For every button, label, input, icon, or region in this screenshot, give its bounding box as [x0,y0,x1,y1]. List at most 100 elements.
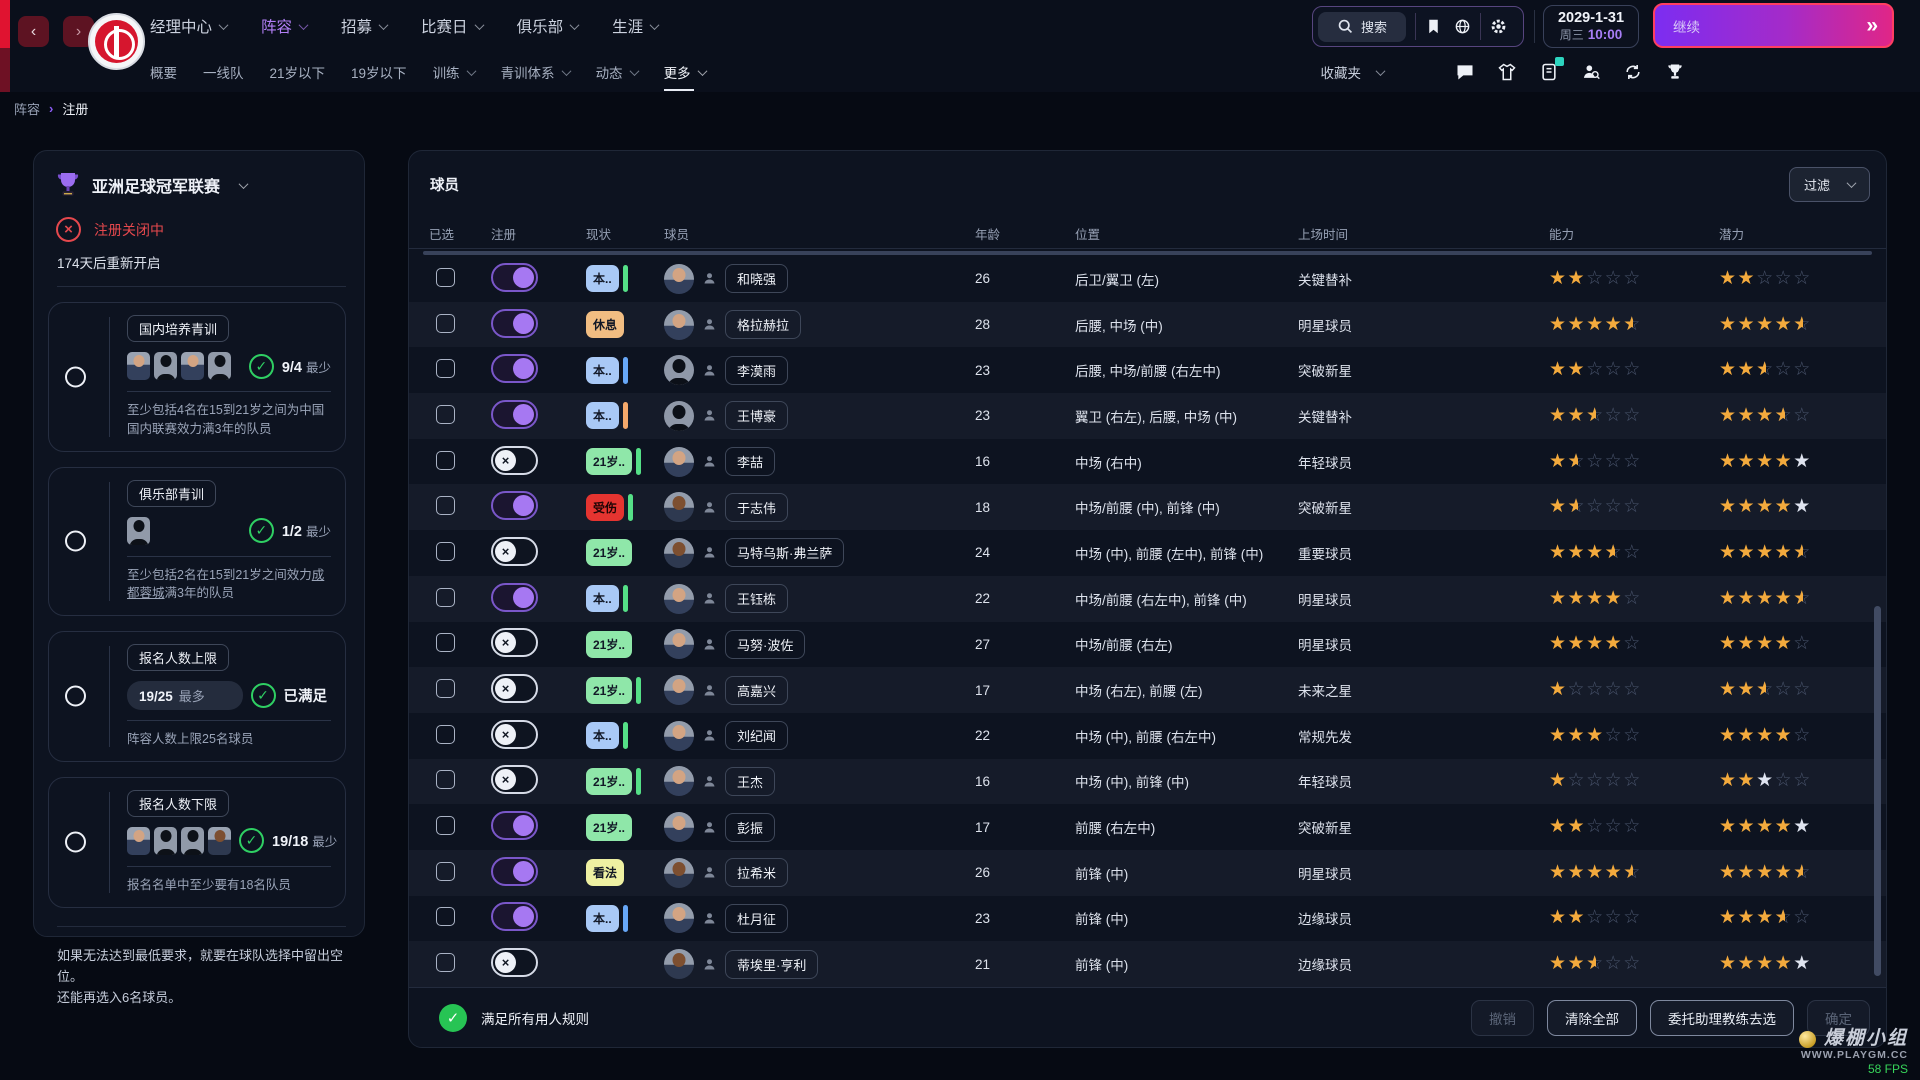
col-age[interactable]: 年龄 [975,227,1001,242]
game-date[interactable]: 2029-1-31 周三 10:00 [1543,5,1639,48]
row-checkbox[interactable] [436,541,455,561]
registration-toggle[interactable]: × [491,719,538,749]
confirm-button[interactable]: 确定 [1807,999,1870,1036]
col-registered[interactable]: 注册 [491,227,517,242]
registration-toggle[interactable] [491,582,538,612]
registration-toggle[interactable] [491,902,538,932]
table-row[interactable]: × 本.. 刘纪闻 22 中场 (中), 前腰 (右左中) 常规先发 ★★★☆☆… [409,713,1886,759]
row-checkbox[interactable] [436,313,455,333]
rule-card[interactable]: 国内培养青训 ✓ 9/4 最少 至少包括4名在15到21岁之间为中国国内联赛效力满… [48,302,346,452]
table-row[interactable]: × 21岁.. 马努·波佐 27 中场/前腰 (右左) 明星球员 ★★★★☆ ★… [409,622,1886,668]
row-checkbox[interactable] [436,496,455,516]
delegate-assistant-button[interactable]: 委托助理教练去选 [1650,999,1794,1036]
subnav-training[interactable]: 训练 [433,62,477,82]
row-checkbox[interactable] [436,267,455,287]
rule-radio[interactable] [65,685,86,707]
gear-icon[interactable] [1490,18,1507,35]
rule-radio[interactable] [65,530,86,552]
row-checkbox[interactable] [436,953,455,973]
registration-toggle[interactable]: × [491,948,538,978]
table-row[interactable]: × 21岁.. 李喆 16 中场 (右中) 年轻球员 ★ ★ ☆☆☆☆ ★★★★★ [409,439,1886,485]
scout-search-icon[interactable] [1578,59,1604,85]
jersey-icon[interactable] [1494,59,1520,85]
col-ability[interactable]: 能力 [1549,227,1575,242]
table-row[interactable]: 本.. 王博豪 23 翼卫 (右左), 后腰, 中场 (中) 关键替补 ★★ ★ ☆… [409,393,1886,439]
player-name[interactable]: 马努·波佐 [725,629,806,659]
registration-toggle[interactable]: × [491,628,538,658]
table-row[interactable]: × 21岁.. 马特乌斯·弗兰萨 24 中场 (中), 前腰 (左中), 前锋 … [409,530,1886,576]
search-input[interactable]: 搜索 [1318,11,1406,42]
rule-radio[interactable] [65,831,86,853]
player-name[interactable]: 王杰 [725,766,776,796]
nav-matchday[interactable]: 比赛日 [421,15,485,37]
col-selected[interactable]: 已选 [429,227,455,242]
registration-toggle[interactable]: × [491,674,538,704]
table-row[interactable]: 本.. 李漠雨 23 后腰, 中场/前腰 (右左中) 突破新星 ★★☆☆☆ ★★… [409,347,1886,393]
player-name[interactable]: 彭振 [725,812,776,842]
registration-toggle[interactable] [491,262,538,292]
row-checkbox[interactable] [436,679,455,699]
player-name[interactable]: 李漠雨 [725,355,789,385]
player-name[interactable]: 王博豪 [725,401,789,431]
col-position[interactable]: 位置 [1075,227,1101,242]
player-name[interactable]: 蒂埃里·亨利 [725,949,819,979]
row-checkbox[interactable] [436,587,455,607]
row-checkbox[interactable] [436,404,455,424]
registration-toggle[interactable] [491,491,538,521]
news-icon[interactable] [1536,57,1564,85]
row-checkbox[interactable] [436,816,455,836]
table-row[interactable]: 休息 格拉赫拉 28 后腰, 中场 (中) 明星球员 ★★★★ ★ ☆ ★★★★ ★ ☆ [409,301,1886,348]
vertical-scrollbar[interactable] [1874,606,1881,976]
player-name[interactable]: 马特乌斯·弗兰萨 [725,538,845,568]
bookmark-icon[interactable] [1425,18,1442,35]
nav-recruitment[interactable]: 招募 [341,15,389,37]
subnav-u19[interactable]: 19岁以下 [351,66,407,81]
row-checkbox[interactable] [436,359,455,379]
competition-selector[interactable]: 亚洲足球冠军联赛 [48,171,346,199]
col-status[interactable]: 现状 [586,227,612,242]
table-row[interactable]: 看法 拉希米 26 前锋 (中) 明星球员 ★★★★ ★ ☆ ★★★★ ★ ☆ [409,849,1886,896]
breadcrumb-squad[interactable]: 阵容 [14,102,41,117]
subnav-dynamics[interactable]: 动态 [596,62,640,82]
row-checkbox[interactable] [436,770,455,790]
club-crest[interactable] [88,13,145,70]
registration-toggle[interactable] [491,811,538,841]
player-name[interactable]: 杜月征 [725,903,789,933]
table-row[interactable]: × 21岁.. 高嘉兴 17 中场 (右左), 前腰 (左) 未来之星 ★☆☆☆… [409,667,1886,713]
history-back-button[interactable]: ‹ [18,16,49,47]
registration-toggle[interactable] [491,308,538,338]
subnav-u21[interactable]: 21岁以下 [269,66,326,81]
player-name[interactable]: 高嘉兴 [725,675,789,705]
rule-card[interactable]: 俱乐部青训 ✓ 1/2 最少 至少包括2名在15到21岁之间效力成都蓉城满3年的队… [48,466,346,616]
sync-icon[interactable] [1620,59,1646,85]
horizontal-scrollbar[interactable] [423,251,1872,255]
filter-button[interactable]: 过滤 [1788,167,1870,202]
table-row[interactable]: 本.. 和晓强 26 后卫/翼卫 (左) 关键替补 ★★☆☆☆ ★★☆☆☆ [409,256,1886,302]
rule-card[interactable]: 报名人数上限 19/25 最多 ✓ 已满足 阵容人数上限25名球员 [48,631,346,762]
table-row[interactable]: 本.. 王钰栋 22 中场/前腰 (右左中), 前锋 (中) 明星球员 ★★★★… [409,575,1886,622]
table-row[interactable]: 受伤 于志伟 18 中场/前腰 (中), 前锋 (中) 突破新星 ★ ★ ☆☆☆☆ … [409,484,1886,531]
undo-button[interactable]: 撤销 [1471,999,1534,1036]
player-name[interactable]: 李喆 [725,447,776,477]
col-player[interactable]: 球员 [664,227,690,242]
subnav-first-team[interactable]: 一线队 [203,66,244,81]
table-row[interactable]: 21岁.. 彭振 17 前腰 (右左中) 突破新星 ★★☆☆☆ ★★★★★ [409,804,1886,850]
registration-toggle[interactable] [491,399,538,429]
row-checkbox[interactable] [436,724,455,744]
trophy-icon[interactable] [1662,59,1688,85]
table-row[interactable]: 本.. 杜月征 23 前锋 (中) 边缘球员 ★★☆☆☆ ★★★ ★ ☆☆ [409,896,1886,942]
nav-manager-center[interactable]: 经理中心 [150,15,229,37]
subnav-more[interactable]: 更多 [663,62,708,91]
nav-squad[interactable]: 阵容 [261,15,309,37]
col-potential[interactable]: 潜力 [1719,227,1745,242]
registration-toggle[interactable]: × [491,536,538,566]
chat-icon[interactable] [1452,59,1478,85]
favorites-dropdown[interactable]: 收藏夹 [1321,52,1386,92]
row-checkbox[interactable] [436,450,455,470]
clear-all-button[interactable]: 清除全部 [1547,999,1637,1036]
subnav-youth-system[interactable]: 青训体系 [501,62,572,82]
col-playing-time[interactable]: 上场时间 [1298,227,1349,242]
nav-career[interactable]: 生涯 [612,15,660,37]
subnav-overview[interactable]: 概要 [150,66,177,81]
registration-toggle[interactable] [491,856,538,886]
